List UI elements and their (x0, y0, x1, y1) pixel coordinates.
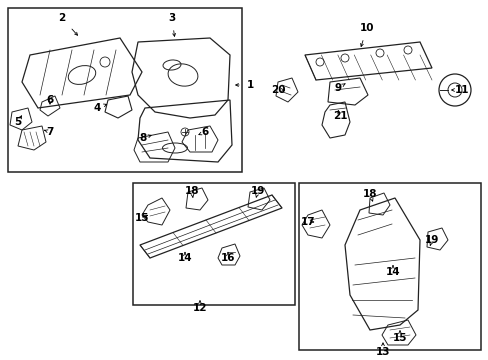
Text: 3: 3 (168, 13, 175, 23)
Text: 14: 14 (385, 267, 400, 277)
Text: 11: 11 (454, 85, 468, 95)
Text: 13: 13 (375, 347, 389, 357)
Text: 15: 15 (392, 333, 407, 343)
Text: 20: 20 (270, 85, 285, 95)
Text: 18: 18 (362, 189, 376, 199)
Text: 12: 12 (192, 303, 207, 313)
Bar (8, 8, 242, 172)
Text: 2: 2 (58, 13, 65, 23)
Text: 19: 19 (250, 186, 264, 196)
Text: 9: 9 (334, 83, 341, 93)
Text: 10: 10 (359, 23, 373, 33)
Text: 7: 7 (46, 127, 54, 137)
Bar (298, 183, 480, 350)
Text: 17: 17 (300, 217, 315, 227)
Text: 5: 5 (14, 117, 21, 127)
Text: 1: 1 (246, 80, 253, 90)
Text: 18: 18 (184, 186, 199, 196)
Text: 15: 15 (135, 213, 149, 223)
Text: 6: 6 (46, 95, 54, 105)
Text: 21: 21 (332, 111, 346, 121)
Text: 19: 19 (424, 235, 438, 245)
Text: 4: 4 (93, 103, 101, 113)
Text: 8: 8 (139, 133, 146, 143)
Bar (133, 183, 294, 305)
Text: 16: 16 (220, 253, 235, 263)
Text: 6: 6 (201, 127, 208, 137)
Text: 14: 14 (177, 253, 192, 263)
